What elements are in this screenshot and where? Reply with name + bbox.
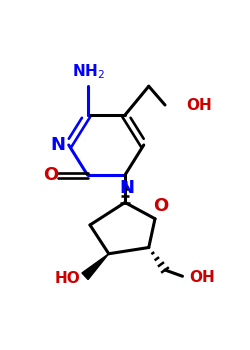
Text: OH: OH <box>186 98 212 112</box>
Polygon shape <box>82 254 109 280</box>
Text: HO: HO <box>54 271 80 286</box>
Text: NH$_2$: NH$_2$ <box>72 63 105 81</box>
Text: N: N <box>50 136 65 154</box>
Text: OH: OH <box>189 270 214 285</box>
Text: N: N <box>120 179 134 197</box>
Text: O: O <box>154 197 169 215</box>
Text: O: O <box>43 166 58 184</box>
